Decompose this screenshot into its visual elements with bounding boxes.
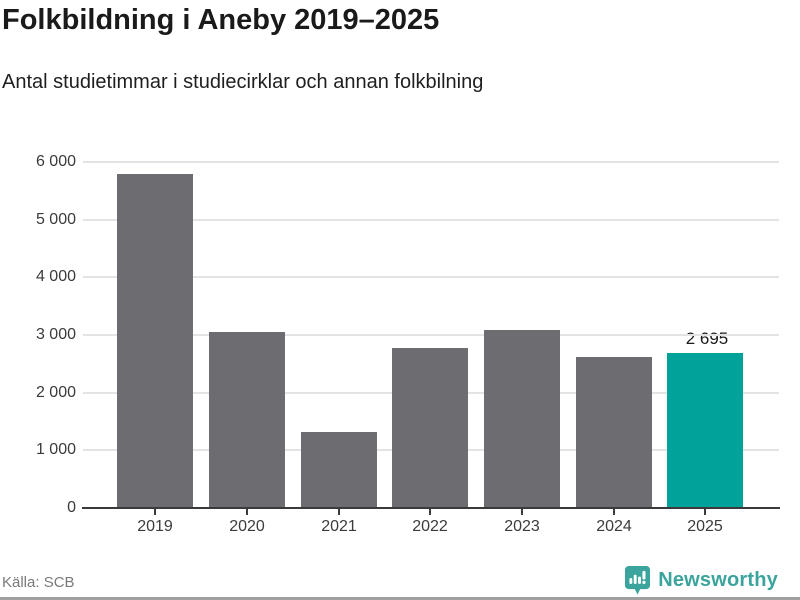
bar-value-label: 2 695 — [645, 329, 769, 349]
bar-2020 — [209, 332, 285, 508]
y-tick-label-5000: 5 000 — [35, 210, 76, 228]
y-tick-label-3000: 3 000 — [35, 326, 76, 343]
bar-2022 — [392, 348, 468, 508]
bar-2025 — [667, 353, 743, 508]
x-tick-label-2025: 2025 — [687, 518, 723, 535]
brand-logo-link[interactable]: Newsworthy — [624, 565, 778, 596]
y-tick-label-1000: 1 000 — [35, 441, 76, 459]
gridline-5000 — [83, 218, 779, 221]
plot-area: 2 695 — [83, 161, 779, 508]
x-tick-2020 — [246, 509, 248, 515]
x-tick-label-2019: 2019 — [137, 518, 173, 535]
x-tick-label-2023: 2023 — [504, 518, 540, 535]
y-tick-label-0: 0 — [67, 499, 76, 516]
y-tick-label-6000: 6 000 — [35, 153, 76, 170]
brand-name: Newsworthy — [658, 569, 778, 591]
x-tick-2022 — [429, 509, 431, 515]
bar-2024 — [576, 357, 652, 508]
bar-2021 — [301, 432, 377, 508]
x-axis-line — [82, 507, 780, 509]
x-tick-label-2021: 2021 — [321, 518, 357, 535]
x-tick-label-2020: 2020 — [229, 518, 265, 535]
x-tick-2025 — [704, 509, 706, 515]
gridline-6000 — [83, 161, 779, 163]
bottom-edge-strip — [0, 597, 800, 600]
bar-2023 — [484, 330, 560, 508]
x-tick-label-2022: 2022 — [412, 518, 448, 535]
gridline-3000 — [83, 334, 779, 336]
newsworthy-pin-chart-icon — [624, 565, 651, 596]
chart-subtitle: Antal studietimmar i studiecirklar och a… — [2, 71, 484, 93]
x-tick-2024 — [613, 509, 615, 515]
chart-title: Folkbildning i Aneby 2019–2025 — [2, 4, 440, 36]
x-tick-label-2024: 2024 — [596, 518, 632, 535]
y-tick-label-2000: 2 000 — [35, 383, 76, 401]
gridline-4000 — [83, 276, 779, 279]
x-tick-2019 — [154, 509, 156, 515]
source-note: Källa: SCB — [2, 574, 75, 591]
bar-2019 — [117, 174, 193, 508]
x-tick-2023 — [521, 509, 523, 515]
x-tick-2021 — [338, 509, 340, 515]
y-tick-label-4000: 4 000 — [35, 268, 76, 286]
